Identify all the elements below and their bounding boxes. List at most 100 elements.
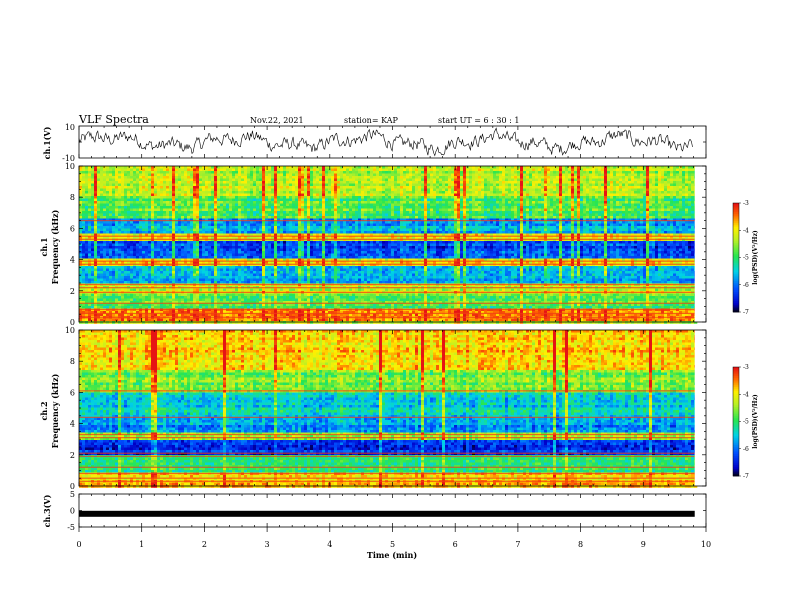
ch1-spectrogram-cell bbox=[346, 196, 350, 199]
ch1-spectrogram-cell bbox=[397, 221, 401, 224]
ch1-spectrogram-cell bbox=[586, 166, 590, 169]
ch1-spectrogram-cell bbox=[634, 178, 638, 182]
ch1-spectrogram-cell bbox=[487, 223, 491, 227]
ch1-spectrogram-cell bbox=[121, 218, 125, 222]
ch1-spectrogram-cell bbox=[166, 203, 170, 207]
ch1-spectrogram-cell bbox=[91, 173, 95, 177]
ch1-spectrogram-cell bbox=[409, 211, 413, 214]
ch1-spectrogram-cell bbox=[466, 223, 470, 227]
ch1-spectrogram-cell bbox=[127, 166, 131, 169]
ch1-spectrogram-cell bbox=[148, 166, 152, 169]
ch1-spectrogram-cell bbox=[385, 211, 389, 214]
ch1-spectrogram-cell bbox=[445, 208, 449, 212]
ch1-spectrogram-cell bbox=[331, 166, 335, 169]
ch1-spectrogram-cell bbox=[400, 178, 404, 182]
ch1-spectrogram-cell bbox=[313, 191, 317, 194]
ch1-spectrogram-cell bbox=[508, 193, 512, 197]
ch1-spectrogram-cell bbox=[109, 211, 113, 214]
ch1-spectrogram-cell bbox=[445, 168, 449, 172]
ch1-spectrogram-cell bbox=[115, 168, 119, 172]
ch1-spectrogram-cell bbox=[442, 196, 446, 199]
ch1-spectrogram-cell bbox=[634, 171, 638, 174]
ch1-spectrogram-cell bbox=[484, 188, 488, 192]
ch1-spectrogram-cell bbox=[319, 183, 323, 187]
ch1-spectrogram-cell bbox=[340, 191, 344, 194]
ch1-spectrogram-cell bbox=[253, 216, 257, 219]
ch1-spectrogram-cell bbox=[256, 211, 260, 214]
ch1-spectrogram-cell bbox=[445, 221, 449, 224]
ch1-spectrogram-cell bbox=[418, 208, 422, 212]
ch1-spectrogram-cell bbox=[388, 171, 392, 174]
ch1-spectrogram-cell bbox=[229, 221, 233, 224]
ch1-spectrogram-cell bbox=[301, 218, 305, 222]
ch1-spectrogram-cell bbox=[679, 221, 683, 224]
ch1-spectrogram-cell bbox=[277, 181, 281, 184]
ch1-spectrogram-cell bbox=[112, 183, 116, 187]
ch1-spectrogram-cell bbox=[334, 223, 338, 227]
ch1-spectrogram-cell bbox=[433, 196, 437, 199]
ch1-spectrogram-cell bbox=[655, 168, 659, 172]
ch1-spectrogram-cell bbox=[259, 171, 263, 174]
ch1-spectrogram-cell bbox=[106, 208, 110, 212]
ch1-spectrogram-cell bbox=[472, 171, 476, 174]
ch1-spectrogram-cell bbox=[484, 183, 488, 187]
ch1-spectrogram-cell bbox=[475, 186, 479, 189]
ch1-spectrogram-cell bbox=[346, 181, 350, 184]
ch1-spectrogram-cell bbox=[304, 201, 308, 204]
ch1-spectrogram-cell bbox=[583, 203, 587, 207]
ch1-spectrogram-cell bbox=[112, 223, 116, 227]
ch1-spectrogram-cell bbox=[526, 168, 530, 172]
ch1-spectrogram-cell bbox=[337, 181, 341, 184]
ch1-spectrogram-cell bbox=[247, 203, 251, 207]
ch1-spectrogram-cell bbox=[151, 216, 155, 219]
ch1-spectrogram-cell bbox=[91, 171, 95, 174]
ch1-spectrogram-cell bbox=[244, 203, 248, 207]
ch1-spectrogram-cell bbox=[220, 183, 224, 187]
ch1-spectrogram-cell bbox=[616, 208, 620, 212]
ch1-spectrogram-cell bbox=[205, 208, 209, 212]
ch1-spectrogram-cell bbox=[229, 203, 233, 207]
ch1-spectrogram-cell bbox=[529, 176, 533, 179]
ch1-spectrogram-cell bbox=[319, 211, 323, 214]
ch1-spectrogram-cell bbox=[178, 191, 182, 194]
ch1-spectrogram-cell bbox=[319, 196, 323, 199]
ch1-spectrogram-cell bbox=[559, 206, 563, 209]
ch1-spectrogram-cell bbox=[454, 193, 458, 197]
ch1-spectrogram-cell bbox=[154, 196, 158, 199]
ch1-spectrogram-cell bbox=[475, 213, 479, 217]
ch1-spectrogram-cell bbox=[532, 171, 536, 174]
ch1-spectrogram-cell bbox=[349, 216, 353, 219]
ch1-spectrogram-cell bbox=[616, 203, 620, 207]
ch1-spectrogram-cell bbox=[406, 171, 410, 174]
ch1-spectrogram-cell bbox=[139, 183, 143, 187]
ch1-spectrogram-cell bbox=[469, 186, 473, 189]
ch1-spectrogram-cell bbox=[130, 183, 134, 187]
ch1-spectrogram-cell bbox=[262, 201, 266, 204]
ch1-spectrogram-cell bbox=[622, 208, 626, 212]
ch1-spectrogram-cell bbox=[553, 218, 557, 222]
ch1-spectrogram-cell bbox=[655, 203, 659, 207]
ch1-spectrogram-cell bbox=[160, 186, 164, 189]
ch1-spectrogram-cell bbox=[163, 193, 167, 197]
ch1-spectrogram-cell bbox=[346, 218, 350, 222]
ch1-spectrogram-cell bbox=[367, 166, 371, 169]
ch1-spectrogram-cell bbox=[511, 198, 515, 202]
ch1-spectrogram-cell bbox=[400, 198, 404, 202]
ch1-spectrogram-cell bbox=[544, 218, 548, 222]
ch1-spectrogram-cell bbox=[112, 221, 116, 224]
ch1-spectrogram-cell bbox=[391, 178, 395, 182]
ch1-spectrogram-cell bbox=[652, 183, 656, 187]
ch1-spectrogram-cell bbox=[352, 186, 356, 189]
ch1-spectrogram-cell bbox=[406, 203, 410, 207]
ch1-spectrogram-cell bbox=[649, 171, 653, 174]
ch1-spectrogram-cell bbox=[649, 183, 653, 187]
ch1-spectrogram-cell bbox=[259, 206, 263, 209]
ch1-spectrogram-cell bbox=[97, 193, 101, 197]
ch1-spectrogram-cell bbox=[589, 201, 593, 204]
ch1-spectrogram-cell bbox=[628, 176, 632, 179]
ch1-spectrogram-cell bbox=[361, 216, 365, 219]
ch1-spectrogram-cell bbox=[181, 223, 185, 227]
ch1-spectrogram-cell bbox=[526, 181, 530, 184]
ch1-spectrogram-cell bbox=[244, 201, 248, 204]
ch1-spectrogram-cell bbox=[295, 191, 299, 194]
